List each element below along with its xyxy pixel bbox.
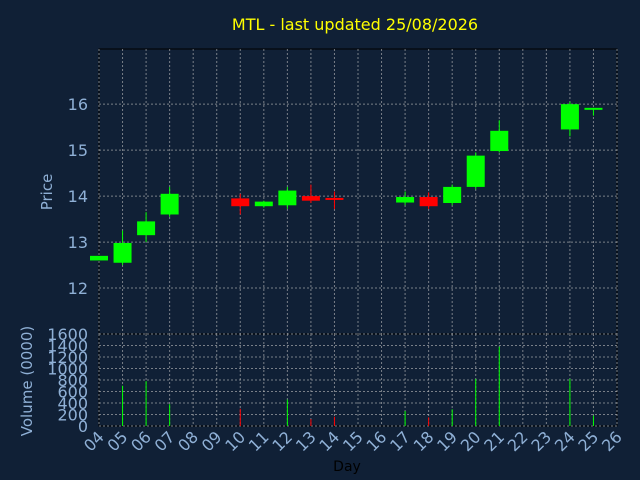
volume-tick-label: 1000 [47,360,88,379]
price-tick-label: 12 [68,279,88,298]
volume-tick-label: 400 [57,394,88,413]
day-tick-label: 26 [598,427,626,455]
candle-body-14 [325,197,344,200]
candle-body-04 [90,255,108,261]
volume-bars [122,346,594,426]
volume-tick-label: 1400 [47,337,88,356]
chart-title: MTL - last updated 25/08/2026 [232,15,478,34]
price-grid [98,49,618,334]
volume-tick-label: 0 [78,417,88,436]
candle-body-05 [113,242,132,263]
candle-body-11 [254,201,273,207]
candle-body-19 [443,186,462,203]
candles [90,101,603,266]
candle-body-20 [466,155,485,187]
x-axis-label: Day [333,459,361,475]
price-tick-label: 14 [68,187,88,206]
price-tick-label: 16 [68,95,88,114]
volume-tick-label: 1200 [47,348,88,367]
price-plot-frame [98,48,618,335]
volume-tick-label: 200 [57,406,88,425]
candle-body-17 [396,197,415,203]
candle-body-18 [419,197,438,207]
price-tick-labels: 12 13 14 15 16 [68,95,88,298]
candle-body-21 [490,130,509,152]
candle-body-07 [160,193,179,215]
volume-axis-label: Volume (0000) [18,326,36,436]
candle-body-25 [584,107,603,110]
candle-body-24 [560,104,579,130]
candle-body-12 [278,190,297,206]
price-tick-label: 15 [68,141,88,160]
volume-tick-label: 800 [57,371,88,390]
volume-tick-label: 600 [57,383,88,402]
price-axis-label: Price [38,174,56,211]
candle-body-06 [137,221,156,236]
price-tick-label: 13 [68,233,88,252]
volume-grid [98,333,618,427]
day-tick-labels: 0405060708091011121314151617181920212223… [80,427,626,455]
candle-body-13 [301,196,320,201]
volume-tick-label: 1600 [47,325,88,344]
candle-body-10 [231,198,250,207]
